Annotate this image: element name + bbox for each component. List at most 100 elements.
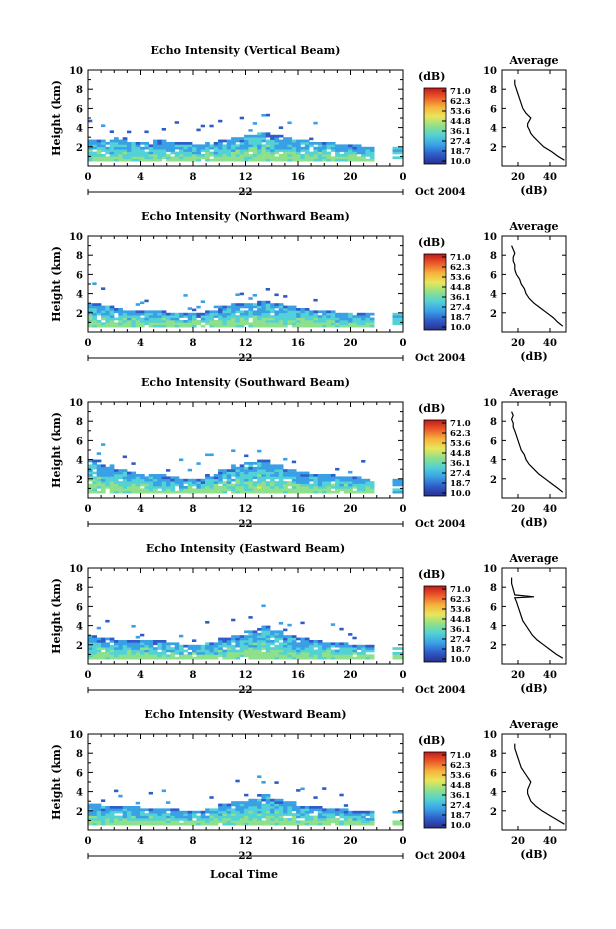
echo-cell <box>365 813 371 816</box>
echo-cell <box>239 149 245 152</box>
echo-cell <box>105 820 110 824</box>
echo-cell <box>348 815 353 819</box>
echo-cell <box>287 146 293 150</box>
echo-cell <box>96 642 102 646</box>
echo-cell <box>300 324 306 328</box>
echo-cell <box>291 652 297 655</box>
echo-cell <box>356 324 362 328</box>
echo-cell <box>322 642 327 646</box>
echo-cell <box>287 647 293 650</box>
echo-cell <box>291 649 297 653</box>
echo-cell <box>270 656 275 660</box>
echo-cell <box>226 637 232 641</box>
echo-cell <box>88 142 93 145</box>
echo-cell <box>261 317 267 321</box>
echo-cell <box>235 474 241 477</box>
colorbar-tick-label: 44.8 <box>450 781 471 791</box>
echo-cell <box>326 312 332 316</box>
echo-cell <box>244 322 249 326</box>
profile-title: Average <box>508 386 558 399</box>
echo-cell <box>291 144 297 148</box>
echo-cell <box>200 156 206 160</box>
echo-cell <box>239 310 245 314</box>
echo-cell <box>291 315 297 318</box>
echo-cell <box>257 488 262 492</box>
echo-cell <box>274 640 280 643</box>
echo-cell <box>283 295 288 298</box>
echo-cell <box>339 793 344 797</box>
echo-cell <box>287 652 293 655</box>
echo-cell <box>309 642 314 646</box>
echo-cell <box>317 483 323 487</box>
echo-cell <box>343 481 349 484</box>
echo-cell <box>92 315 97 318</box>
echo-cell <box>252 471 258 475</box>
echo-cell <box>218 119 223 123</box>
echo-cell <box>278 488 284 492</box>
echo-cell <box>114 154 119 157</box>
echo-cell <box>239 652 245 655</box>
echo-cell <box>317 151 323 155</box>
echo-cell <box>122 815 128 819</box>
echo-cell <box>335 642 340 646</box>
echo-cell <box>161 647 167 650</box>
echo-cell <box>131 815 137 819</box>
echo-cell <box>105 315 110 318</box>
echo-cell <box>348 154 353 157</box>
echo-cell <box>239 803 245 807</box>
echo-cell <box>356 486 362 489</box>
echo-cell <box>101 808 106 812</box>
echo-cell <box>127 320 132 323</box>
echo-cell <box>127 640 132 643</box>
echo-cell <box>153 488 158 492</box>
echo-cell <box>222 146 228 150</box>
echo-cell <box>348 647 353 650</box>
echo-cell <box>205 144 210 148</box>
echo-cell <box>235 803 241 807</box>
echo-cell <box>300 642 306 646</box>
colorbar-tick-label: 62.3 <box>450 761 471 771</box>
echo-cell <box>235 308 241 311</box>
echo-cell <box>352 486 358 489</box>
echo-cell <box>92 156 97 160</box>
echo-cell <box>157 154 163 157</box>
echo-cell <box>343 822 349 826</box>
echo-cell <box>287 640 293 643</box>
echo-cell <box>187 146 193 150</box>
echo-cell <box>322 652 327 655</box>
echo-cell <box>283 322 288 326</box>
echo-cell <box>231 142 236 145</box>
echo-cell <box>348 317 353 321</box>
echo-cell <box>348 822 353 826</box>
echo-cell <box>392 820 403 824</box>
echo-cell <box>205 142 210 145</box>
echo-cell <box>226 317 232 321</box>
profile-x-tick-label: 40 <box>543 172 557 183</box>
echo-cell <box>205 654 210 658</box>
echo-cell <box>153 149 158 152</box>
echo-cell <box>218 649 223 653</box>
echo-cell <box>153 818 158 821</box>
echo-cell <box>265 803 271 807</box>
echo-cell <box>335 320 340 323</box>
echo-cell <box>252 632 258 636</box>
echo-cell <box>118 154 123 157</box>
echo-cell <box>317 810 323 814</box>
echo-cell <box>109 818 115 821</box>
colorbar-unit: (dB) <box>418 568 445 581</box>
echo-cell <box>174 647 180 650</box>
echo-cell <box>304 158 310 162</box>
echo-cell <box>356 490 362 494</box>
echo-cell <box>218 810 223 814</box>
echo-cell <box>369 822 375 826</box>
echo-heatmap <box>88 113 403 162</box>
profile-y-tick-label: 4 <box>490 622 497 633</box>
echo-cell <box>179 818 184 821</box>
echo-cell <box>174 820 180 824</box>
echo-cell <box>317 322 323 326</box>
echo-cell <box>296 476 301 480</box>
echo-cell <box>192 324 197 328</box>
echo-cell <box>270 483 275 487</box>
echo-cell <box>161 478 167 482</box>
echo-cell <box>135 151 141 155</box>
